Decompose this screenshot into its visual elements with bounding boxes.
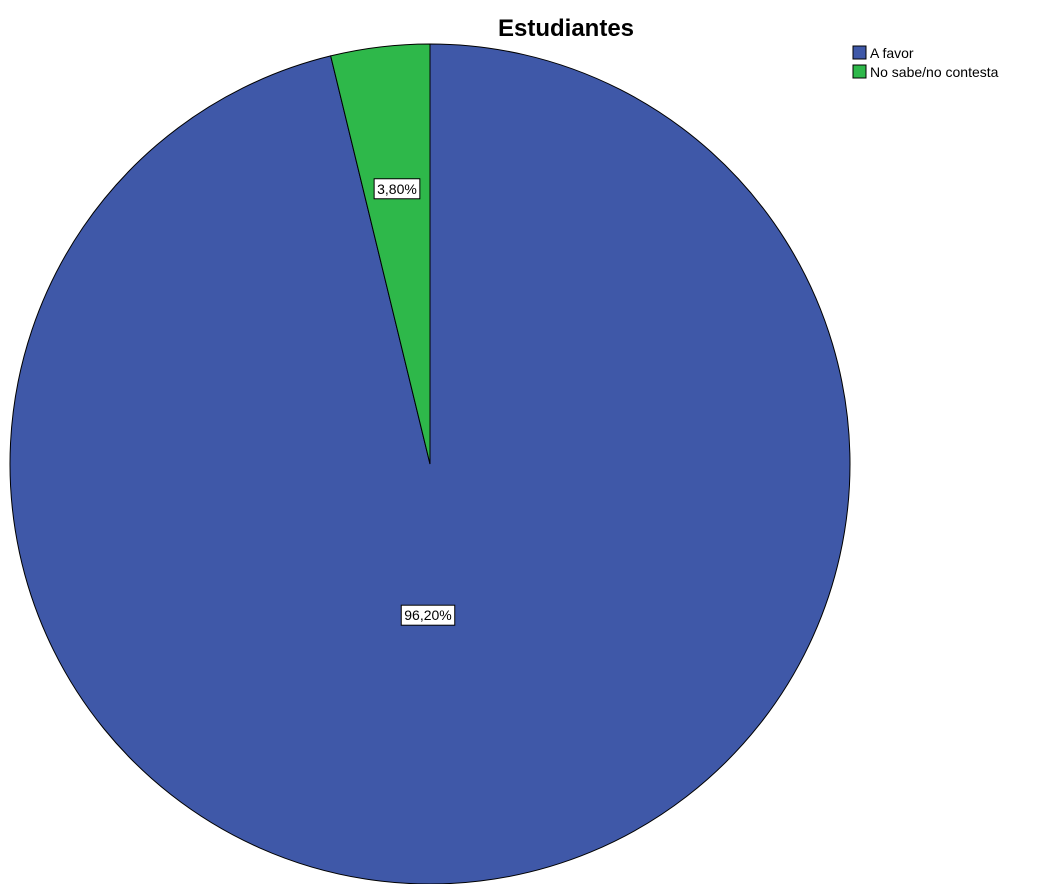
pie-slice-no-sabe-no-contesta [330,43,431,465]
legend-swatch [852,45,867,60]
legend-label: A favor [870,45,914,61]
legend-label: No sabe/no contesta [870,64,999,80]
data-label-box [373,178,421,200]
pie-slices [9,43,851,884]
legend-item-no-sabe-no-contesta: No sabe/no contesta [852,64,999,80]
data-label-text: 3,80% [377,181,417,197]
data-label-box [400,604,456,626]
data-labels: 96,20% 3,80% [373,178,456,626]
data-label-a-favor: 96,20% [400,604,456,626]
legend-swatch [852,64,867,79]
legend-item-a-favor: A favor [852,45,914,61]
legend: A favor No sabe/no contesta [852,45,999,80]
data-label-text: 96,20% [404,607,451,623]
chart-title: Estudiantes [498,15,634,42]
data-label-no-sabe-no-contesta: 3,80% [373,178,421,200]
